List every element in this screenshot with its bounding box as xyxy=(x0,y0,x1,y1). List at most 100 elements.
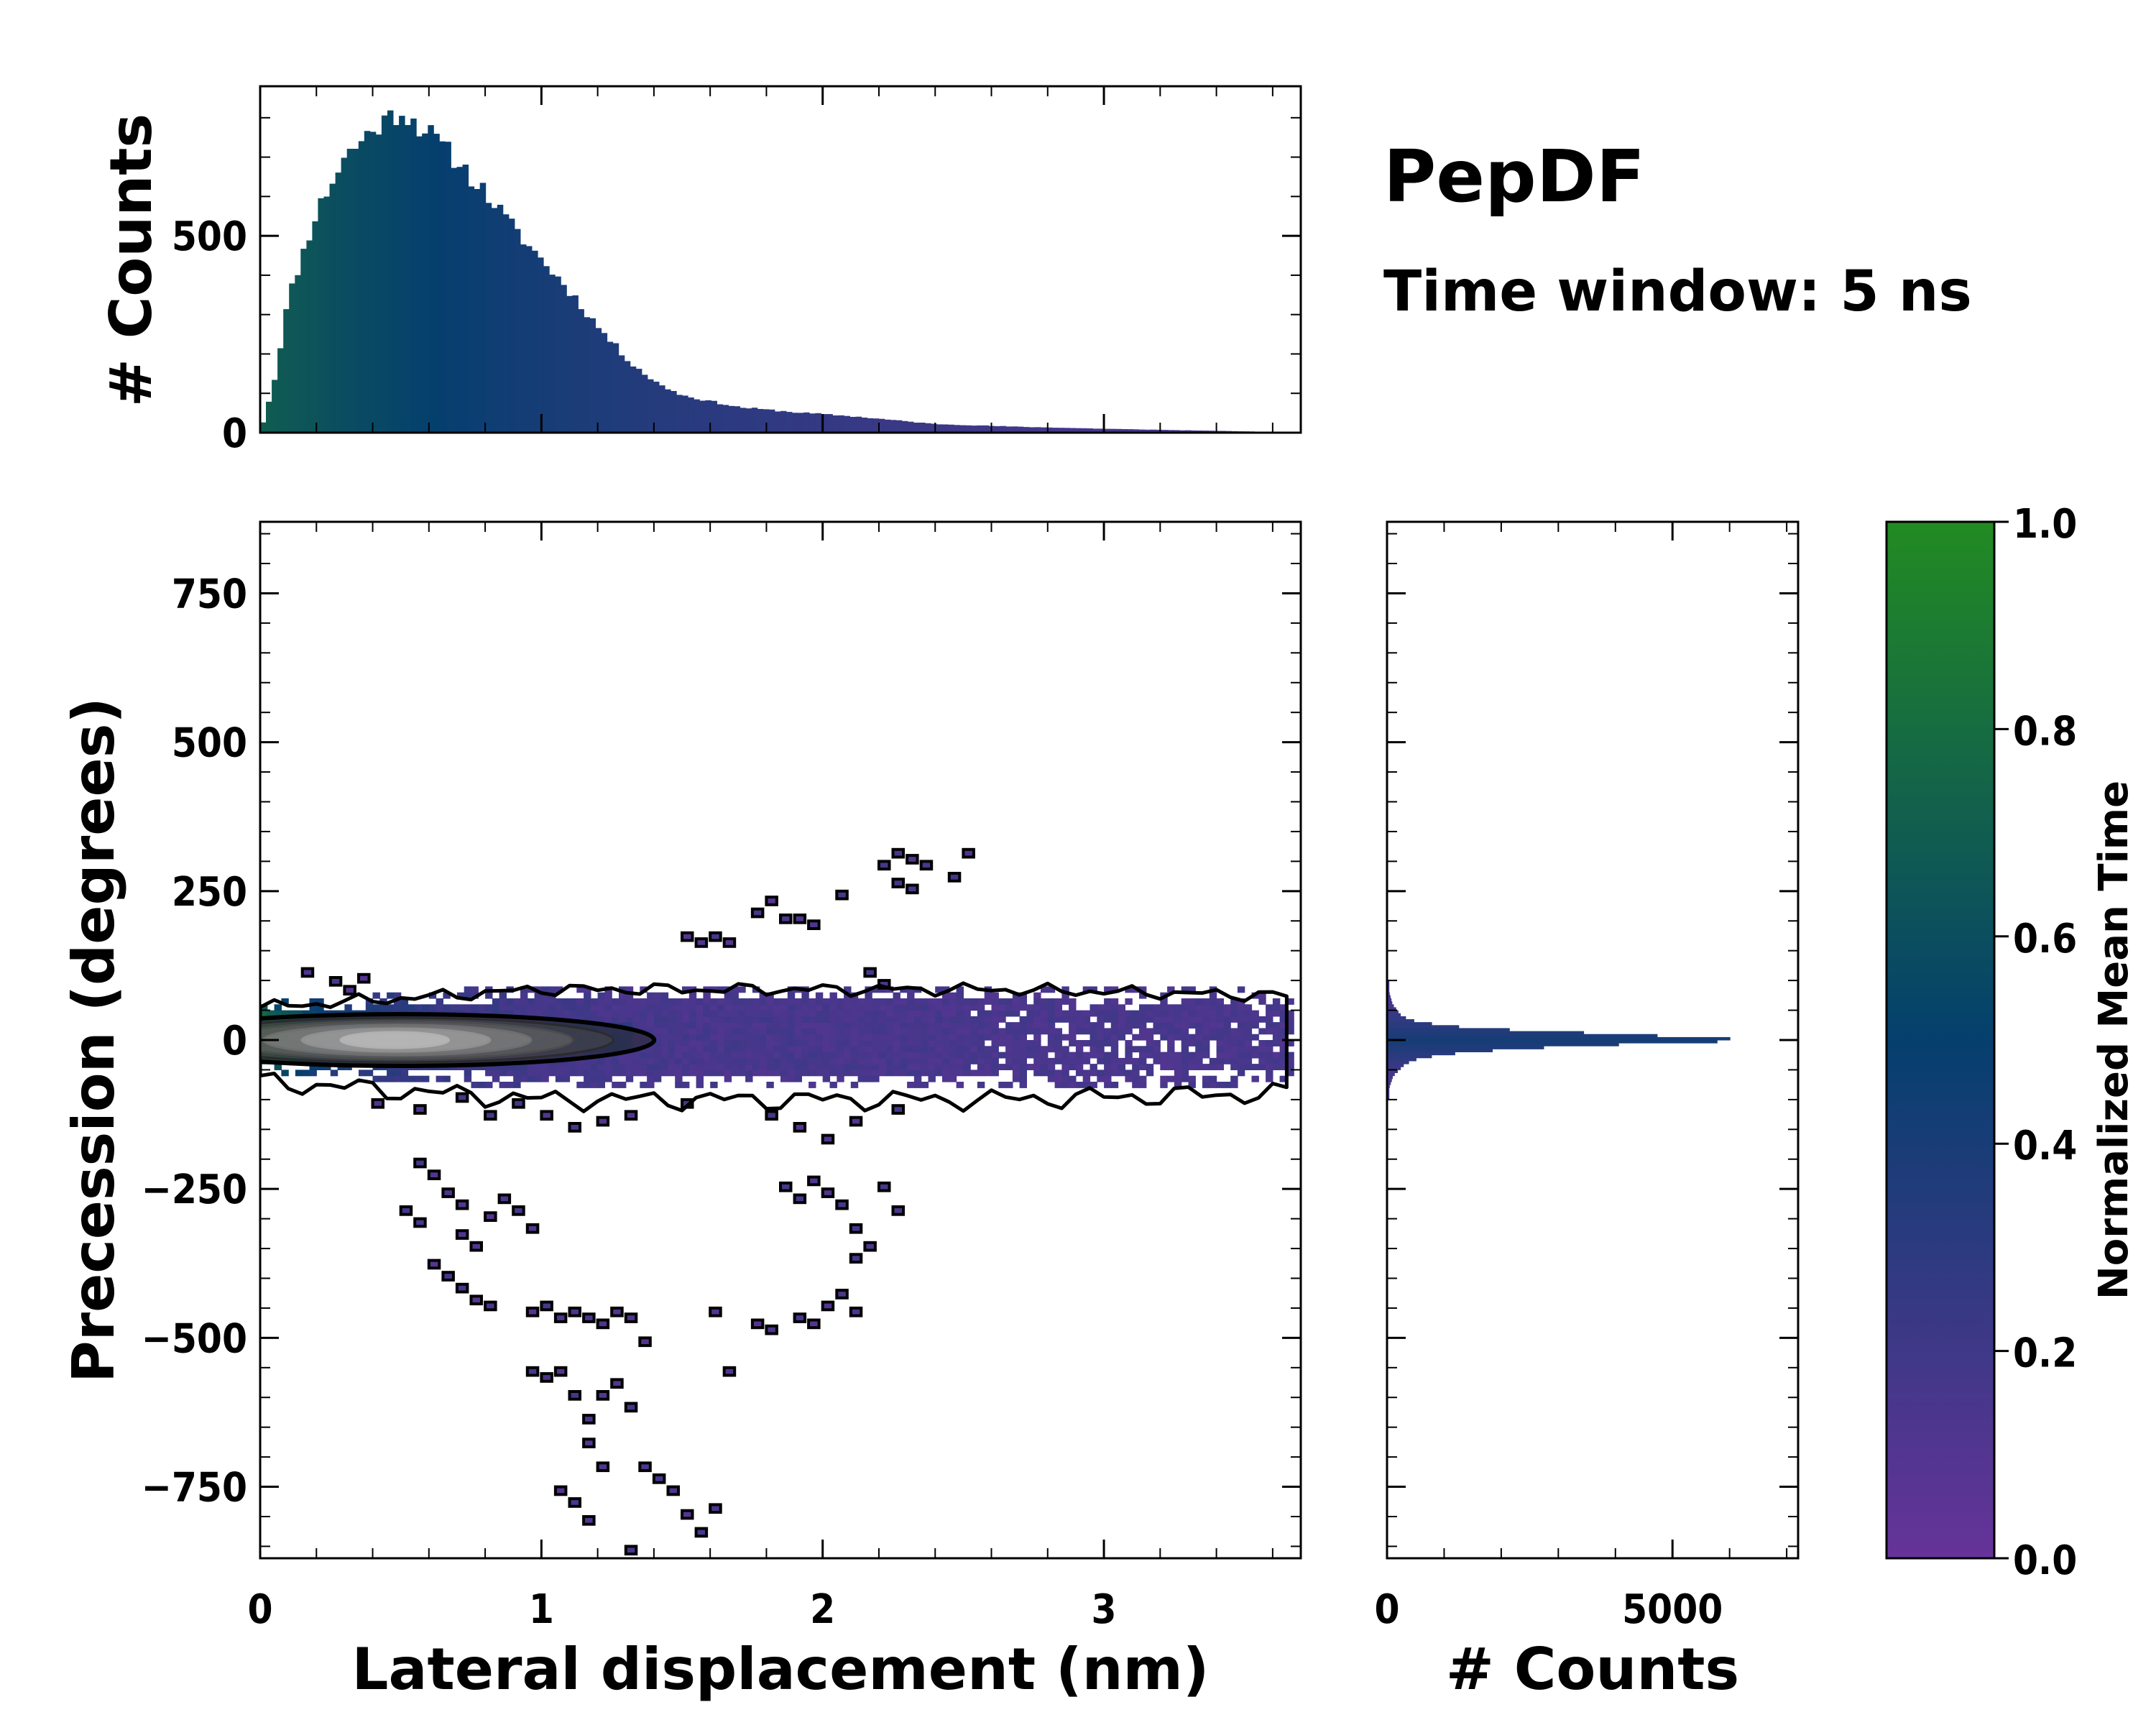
heatmap-cell xyxy=(534,1010,542,1017)
heatmap-cell xyxy=(844,1016,852,1023)
heatmap-cell xyxy=(991,1070,999,1077)
heatmap-cell xyxy=(660,1052,669,1059)
heatmap-cell xyxy=(1195,1010,1203,1017)
histogram-bar xyxy=(821,414,827,433)
histogram-bar xyxy=(1387,995,1391,999)
heatmap-cell xyxy=(1251,1064,1259,1070)
heatmap-cell xyxy=(1082,1052,1091,1059)
heatmap-cell xyxy=(682,1057,690,1064)
histogram-bar xyxy=(780,410,787,433)
heatmap-cell xyxy=(1125,1075,1133,1082)
histogram-bar xyxy=(1081,428,1087,433)
heatmap-cell xyxy=(885,1046,894,1053)
heatmap-cell xyxy=(1110,1070,1119,1077)
heatmap-cell xyxy=(1181,1004,1189,1011)
heatmap-cell xyxy=(977,1028,985,1035)
heatmap-cell xyxy=(703,1028,711,1035)
heatmap-cell xyxy=(885,1034,894,1041)
heatmap-cell xyxy=(877,1181,891,1192)
heatmap-cell xyxy=(1132,1034,1140,1041)
heatmap-cell xyxy=(534,1004,542,1011)
heatmap-cell xyxy=(660,992,669,999)
heatmap-cell xyxy=(653,1040,662,1046)
heatmap-cell xyxy=(907,986,915,993)
heatmap-cell xyxy=(309,1070,317,1077)
heatmap-cell xyxy=(520,1064,528,1070)
heatmap-cell xyxy=(891,847,905,859)
histogram-bar xyxy=(913,423,920,433)
heatmap-cell xyxy=(1054,1046,1062,1053)
histogram-bar xyxy=(1092,428,1099,433)
heatmap-cell xyxy=(731,1052,739,1059)
heatmap-cell xyxy=(963,998,971,1005)
heatmap-cell xyxy=(1286,1052,1294,1059)
heatmap-cell xyxy=(584,1082,591,1088)
histogram-bar xyxy=(809,413,816,433)
heatmap-cell xyxy=(815,1046,824,1053)
heatmap-cell xyxy=(956,1004,964,1011)
heatmap-cell xyxy=(984,1057,992,1064)
heatmap-cell xyxy=(675,1046,683,1053)
heatmap-cell xyxy=(717,1016,725,1023)
histogram-bar xyxy=(803,412,810,433)
heatmap-cell xyxy=(1251,1052,1259,1059)
heatmap-cell xyxy=(1019,1028,1027,1035)
heatmap-cell xyxy=(1097,1034,1105,1041)
heatmap-cell xyxy=(625,998,634,1005)
heatmap-cell xyxy=(316,1004,324,1011)
heatmap-cell xyxy=(527,1064,535,1070)
heatmap-cell xyxy=(1174,1022,1182,1029)
heatmap-cell xyxy=(359,1070,367,1077)
heatmap-cell xyxy=(281,1010,289,1017)
heatmap-cell xyxy=(436,998,443,1005)
heatmap-cell xyxy=(891,878,905,888)
heatmap-cell xyxy=(443,1075,451,1082)
heatmap-cell xyxy=(773,1028,781,1035)
heatmap-cell xyxy=(949,1004,957,1011)
heatmap-cell xyxy=(647,1082,655,1088)
heatmap-cell xyxy=(1005,998,1013,1005)
histogram-bar xyxy=(977,425,983,433)
heatmap-cell xyxy=(991,1028,999,1035)
heatmap-cell xyxy=(731,1028,739,1035)
heatmap-cell xyxy=(597,998,605,1005)
heatmap-cell xyxy=(963,1022,971,1029)
heatmap-cell xyxy=(1209,1075,1217,1082)
heatmap-cell xyxy=(1132,1016,1140,1023)
heatmap-cell xyxy=(675,1057,683,1064)
heatmap-cell xyxy=(555,1064,563,1070)
heatmap-cell xyxy=(1041,1004,1049,1011)
histogram-bar xyxy=(908,421,914,433)
heatmap-cell xyxy=(829,1046,837,1053)
heatmap-cell xyxy=(921,998,929,1005)
heatmap-cell xyxy=(675,1040,683,1046)
heatmap-cell xyxy=(837,1016,844,1023)
heatmap-cell xyxy=(949,1052,957,1059)
heatmap-cell xyxy=(1110,1016,1119,1023)
heatmap-cell xyxy=(991,992,999,999)
heatmap-cell xyxy=(759,1004,767,1011)
heatmap-cell xyxy=(1047,1040,1056,1046)
heatmap-cell xyxy=(653,992,662,999)
heatmap-cell xyxy=(935,1057,943,1064)
heatmap-cell xyxy=(759,1034,767,1041)
histogram-bar xyxy=(485,203,492,433)
histogram-bar xyxy=(1138,429,1146,433)
heatmap-cell xyxy=(913,1004,922,1011)
heatmap-cell xyxy=(1237,986,1245,993)
heatmap-cell xyxy=(893,998,900,1005)
heatmap-cell xyxy=(688,1034,697,1041)
heatmap-cell xyxy=(928,1075,936,1082)
heatmap-cell xyxy=(921,1004,929,1011)
heatmap-cell xyxy=(688,998,697,1005)
heatmap-cell xyxy=(1181,1070,1189,1077)
heatmap-cell xyxy=(1209,1082,1217,1088)
heatmap-cell xyxy=(443,992,451,999)
heatmap-cell xyxy=(653,1028,662,1035)
heatmap-cell xyxy=(1097,1057,1105,1064)
heatmap-cell xyxy=(837,1022,844,1029)
heatmap-cell xyxy=(584,1010,591,1017)
heatmap-cell xyxy=(801,1040,809,1046)
heatmap-cell xyxy=(1223,1016,1231,1023)
